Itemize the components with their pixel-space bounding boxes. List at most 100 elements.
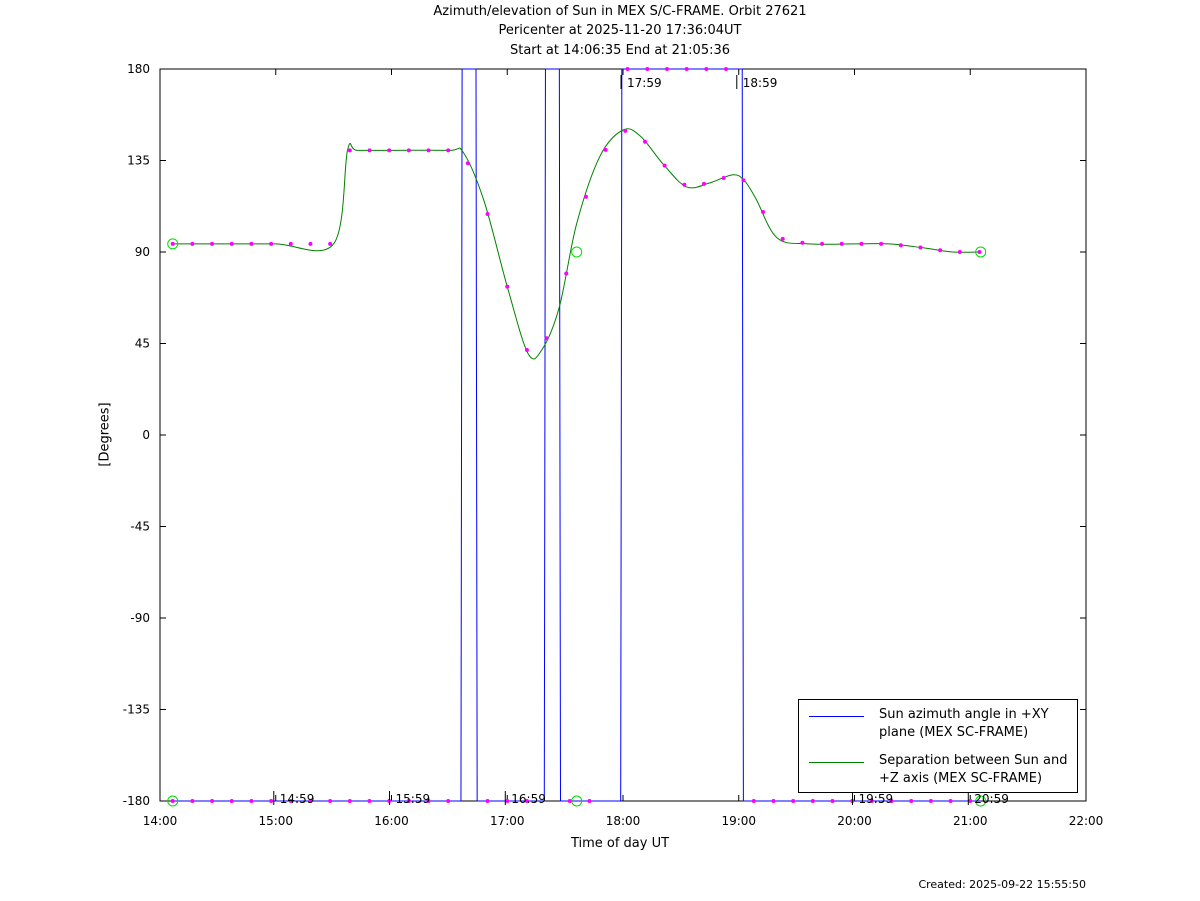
annotation-label: 15:59 xyxy=(396,792,431,806)
start-end-circle xyxy=(167,238,179,250)
azimuth-marker xyxy=(625,67,630,71)
chart-subtitle-pericenter: Pericenter at 2025-11-20 17:36:04UT xyxy=(498,23,742,38)
annotation-label: 16:59 xyxy=(511,792,546,806)
azimuth-marker xyxy=(704,67,709,71)
legend-swatch-separation xyxy=(809,762,864,763)
azimuth-marker xyxy=(308,799,313,803)
azimuth-marker xyxy=(909,799,914,803)
azimuth-marker xyxy=(210,799,215,803)
separation-marker xyxy=(229,241,234,246)
separation-marker xyxy=(623,128,628,133)
separation-marker xyxy=(898,243,903,248)
azimuth-marker xyxy=(684,67,689,71)
separation-marker xyxy=(662,163,667,168)
azimuth-marker xyxy=(269,799,274,803)
azimuth-marker xyxy=(288,799,293,803)
azimuth-marker xyxy=(328,799,333,803)
separation-marker xyxy=(859,241,864,246)
start-end-circle xyxy=(167,795,179,807)
separation-marker xyxy=(347,148,352,153)
series-line-azimuth xyxy=(172,68,981,802)
azimuth-marker xyxy=(485,799,490,803)
azimuth-marker xyxy=(367,799,372,803)
azimuth-marker xyxy=(771,799,776,803)
chart-title: Azimuth/elevation of Sun in MEX S/C-FRAM… xyxy=(433,4,807,19)
y-tick-label: 135 xyxy=(127,154,150,168)
y-tick-label: -135 xyxy=(123,703,150,717)
azimuth-marker xyxy=(810,799,815,803)
y-tick-label: -45 xyxy=(130,520,150,534)
x-tick-label: 15:00 xyxy=(258,814,293,828)
annotation-label: 20:59 xyxy=(974,792,1009,806)
separation-marker xyxy=(524,347,529,352)
separation-marker xyxy=(564,271,569,276)
plot-border xyxy=(159,68,1087,802)
azimuth-marker xyxy=(229,799,234,803)
separation-marker xyxy=(387,148,392,153)
separation-marker xyxy=(426,148,431,153)
y-tick-label: -180 xyxy=(123,794,150,808)
start-end-circle xyxy=(571,246,583,258)
chart-subtitle-start-end: Start at 14:06:35 End at 21:05:36 xyxy=(509,43,731,58)
separation-marker xyxy=(328,241,333,246)
separation-marker xyxy=(446,148,451,153)
axis-ticks: 180 135 90 45 0 -45 -90 -135 -180 14:00 15:00 16:00… xyxy=(123,62,1104,828)
y-axis-label: [Degrees] xyxy=(97,402,113,467)
separation-marker xyxy=(288,241,293,246)
separation-marker xyxy=(406,148,411,153)
data-markers xyxy=(167,67,987,807)
y-tick-label: 45 xyxy=(135,337,150,351)
separation-marker xyxy=(957,250,962,254)
x-tick-label: 21:00 xyxy=(953,814,988,828)
separation-marker xyxy=(938,248,943,253)
x-tick-label: 17:00 xyxy=(490,814,525,828)
azimuth-marker xyxy=(724,67,729,71)
azimuth-marker xyxy=(406,799,411,803)
azimuth-marker xyxy=(505,799,510,803)
start-end-circle xyxy=(571,795,583,807)
separation-marker xyxy=(702,181,707,186)
x-tick-label: 19:00 xyxy=(721,814,756,828)
y-tick-label: 0 xyxy=(142,428,150,442)
separation-marker xyxy=(465,161,470,166)
separation-marker xyxy=(879,241,884,246)
separation-marker xyxy=(642,139,647,144)
x-tick-label: 22:00 xyxy=(1069,814,1104,828)
separation-marker xyxy=(367,148,372,153)
azimuth-marker xyxy=(190,799,195,803)
x-axis-label: Time of day UT xyxy=(570,836,670,851)
azimuth-marker xyxy=(587,799,592,803)
azimuth-marker xyxy=(869,799,874,803)
separation-marker xyxy=(308,241,313,246)
annotation-label: 19:59 xyxy=(859,792,894,806)
series-lines xyxy=(172,68,981,802)
separation-marker xyxy=(918,245,923,250)
separation-marker xyxy=(269,241,274,246)
azimuth-marker xyxy=(751,799,756,803)
separation-marker xyxy=(780,236,785,241)
legend-label-separation: Separation between Sun and +Z axis (MEX … xyxy=(879,753,1068,786)
separation-marker xyxy=(210,241,215,246)
azimuth-marker xyxy=(830,799,835,803)
legend-label-azimuth: Sun azimuth angle in +XY plane (MEX SC-F… xyxy=(879,707,1049,740)
annotation-label: 18:59 xyxy=(743,76,778,90)
azimuth-marker xyxy=(645,67,650,71)
azimuth-marker xyxy=(347,799,352,803)
created-timestamp: Created: 2025-09-22 15:55:50 xyxy=(918,878,1086,891)
annotation-label: 17:59 xyxy=(627,76,662,90)
x-tick-label: 18:00 xyxy=(606,814,641,828)
y-tick-label: -90 xyxy=(130,611,150,625)
azimuth-marker xyxy=(664,67,669,71)
separation-marker xyxy=(682,182,687,187)
x-tick-label: 20:00 xyxy=(837,814,872,828)
separation-marker xyxy=(583,194,588,199)
separation-marker xyxy=(603,147,608,152)
separation-marker xyxy=(741,178,746,183)
azimuth-marker xyxy=(948,799,953,803)
separation-marker xyxy=(977,250,982,254)
start-end-circle xyxy=(975,246,987,258)
series-line-separation xyxy=(172,128,981,360)
azimuth-marker xyxy=(889,799,894,803)
azimuth-marker xyxy=(426,799,431,803)
